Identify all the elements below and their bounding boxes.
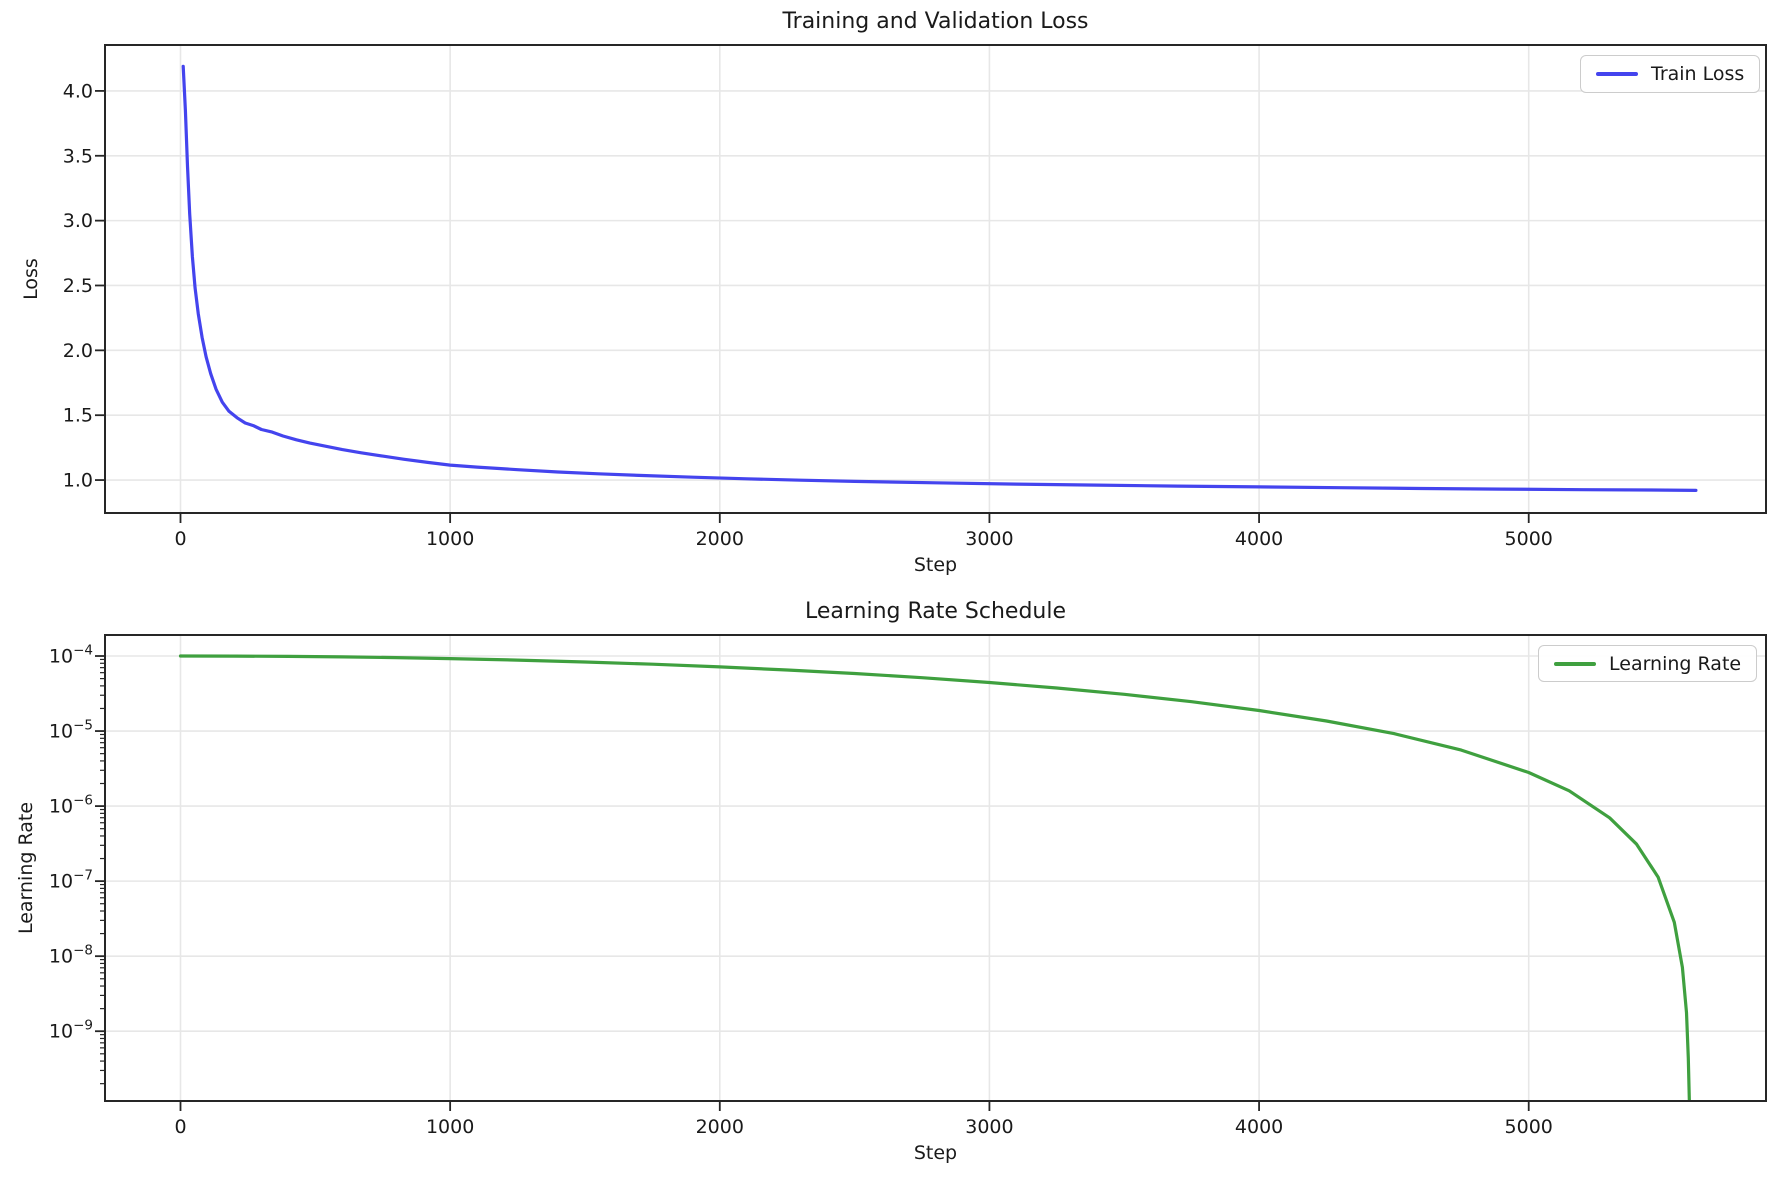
y-tick-label: 10−4	[49, 643, 93, 668]
train-loss-legend-line	[1596, 72, 1638, 76]
y-tick-label: 10−5	[49, 718, 93, 743]
x-tick-label: 4000	[1235, 1116, 1283, 1138]
y-tick-label: 2.0	[63, 340, 93, 362]
x-tick-label: 0	[174, 1116, 186, 1138]
train-loss-legend-label: Train Loss	[1651, 63, 1745, 85]
loss-y-axis-label: Loss	[20, 258, 42, 300]
axis-ticks	[95, 655, 1530, 1111]
axis-ticks	[95, 90, 1530, 523]
lr-chart-legend: Learning Rate	[1538, 645, 1758, 682]
x-tick-label: 4000	[1235, 528, 1283, 550]
axes-spines	[104, 44, 1767, 514]
y-tick-label: 10−8	[49, 943, 93, 968]
x-tick-label: 2000	[696, 1116, 744, 1138]
grid-lines	[105, 635, 1766, 1101]
x-tick-label: 2000	[696, 528, 744, 550]
lr-x-axis-label: Step	[913, 1142, 958, 1164]
x-tick-label: 3000	[965, 1116, 1013, 1138]
axes-spines	[104, 634, 1767, 1102]
y-tick-label: 1.0	[63, 470, 93, 492]
tick-labels: 0 1000 2000 3000 4000 5000 10−4 10−5 10−6 10−7 10−…	[49, 643, 1553, 1138]
lr-chart-title: Learning Rate Schedule	[804, 599, 1067, 624]
y-tick-label: 1.5	[63, 405, 93, 427]
grid-lines	[105, 45, 1766, 513]
x-tick-label: 0	[174, 528, 186, 550]
y-tick-label: 10−9	[49, 1018, 93, 1043]
y-tick-label: 3.5	[63, 145, 93, 167]
learning-rate-legend-line	[1554, 661, 1596, 666]
y-tick-label: 10−7	[49, 868, 93, 893]
y-tick-label: 4.0	[63, 80, 93, 102]
learning-rate-curve	[178, 654, 1691, 1101]
loss-chart-title: Training and Validation Loss	[782, 9, 1089, 34]
x-tick-label: 5000	[1505, 1116, 1553, 1138]
loss-chart-legend: Train Loss	[1580, 55, 1761, 93]
x-tick-label: 1000	[426, 1116, 474, 1138]
lr-y-axis-label: Learning Rate	[15, 801, 37, 935]
minor-ticks	[100, 658, 105, 1085]
x-tick-label: 3000	[965, 528, 1013, 550]
y-tick-label: 10−6	[49, 793, 93, 818]
tick-labels: 0 1000 2000 3000 4000 5000 1.0 1.5 2.0 2.5 3.0 3.5 4…	[63, 80, 1553, 550]
loss-x-axis-label: Step	[913, 554, 958, 576]
y-tick-label: 3.0	[63, 210, 93, 232]
y-tick-label: 2.5	[63, 275, 93, 297]
learning-rate-legend-label: Learning Rate	[1609, 652, 1742, 675]
x-tick-label: 1000	[426, 528, 474, 550]
train-loss-curve	[181, 64, 1698, 492]
x-tick-label: 5000	[1505, 528, 1553, 550]
